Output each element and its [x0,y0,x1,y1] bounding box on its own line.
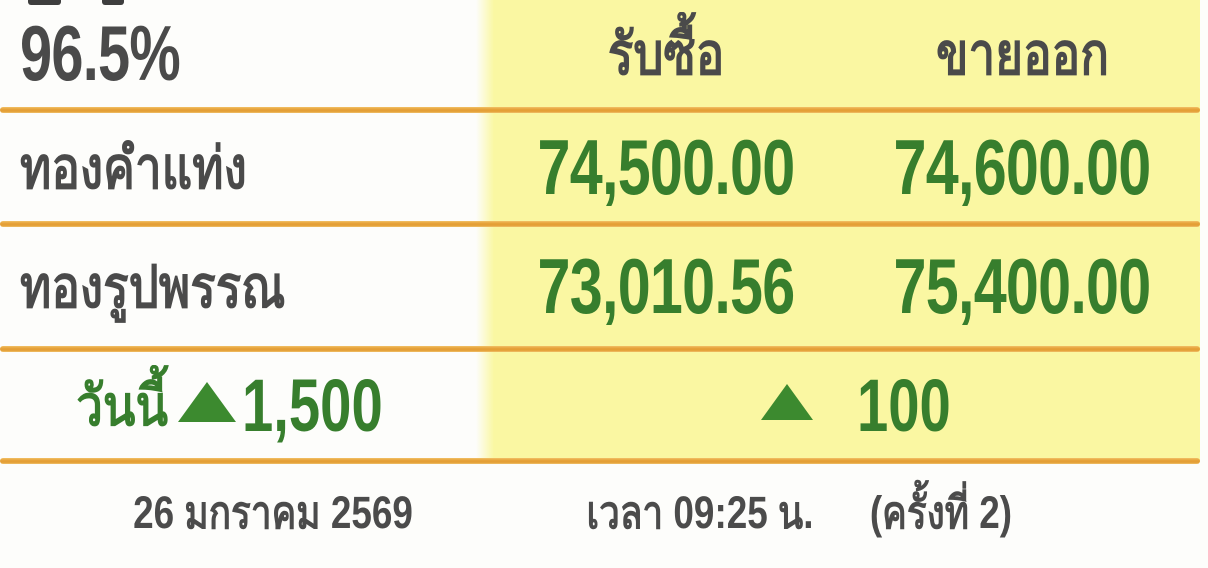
gold-bar-buy-price: 74,500.00 [537,122,796,211]
divider-line [0,107,1200,113]
gold-ornament-sell-cell: 75,400.00 [845,227,1200,346]
gold-bar-sell-cell: 74,600.00 [845,113,1200,221]
purity-value: 96.5% [20,9,181,97]
gold-bar-sell-price: 74,600.00 [894,122,1152,211]
round-text: (ครั้งที่ 2) [869,487,1013,538]
bar-change-value: 1,500 [241,363,383,447]
cropped-text-artifact [28,0,61,5]
row-label: ทองรูปพรรณ [20,255,286,320]
today-label: วันนี้ [76,373,168,437]
date-text: 26 มกราคม 2569 [133,487,413,538]
sell-header-label: ขายออก [935,22,1110,87]
ornament-change-value: 100 [857,363,952,447]
price-panel-background [476,0,1200,462]
gold-ornament-buy-cell: 73,010.56 [487,227,845,346]
purity-cell: 96.5% [0,0,487,107]
table-row-gold-bar-label: ทองคำแท่ง [0,113,487,221]
up-triangle-icon [177,382,236,422]
divider-line [0,346,1200,352]
row-label: ทองคำแท่ง [20,135,247,201]
gold-bar-buy-cell: 74,500.00 [487,113,845,221]
divider-line [0,458,1200,464]
time-text: เวลา 09:25 น. [586,487,814,538]
buy-header-label: รับซื้อ [607,22,725,87]
today-change-bar: วันนี้ 1,500 [0,352,487,458]
gold-ornament-sell-price: 75,400.00 [894,242,1152,330]
buy-column-header: รับซื้อ [487,0,845,107]
today-change-ornament: 100 [487,352,1200,458]
cropped-text-artifact [102,0,124,5]
divider-line [0,221,1200,227]
up-triangle-icon [761,384,814,420]
table-row-gold-ornament-label: ทองรูปพรรณ [0,227,487,346]
sell-column-header: ขายออก [845,0,1200,107]
gold-ornament-buy-price: 73,010.56 [537,242,796,330]
